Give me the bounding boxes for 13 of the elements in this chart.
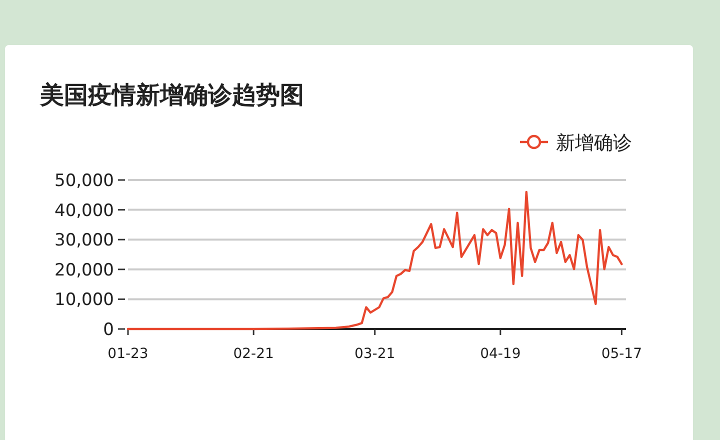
legend-label: 新增确诊 [556, 132, 632, 154]
y-tick-label: 20,000 [54, 260, 114, 280]
y-tick-label: 50,000 [54, 171, 114, 191]
x-tick-label: 04-19 [480, 346, 521, 362]
y-tick-label: 10,000 [54, 290, 114, 310]
y-tick-label: 0 [103, 320, 114, 340]
x-tick-label: 05-17 [601, 346, 642, 362]
y-tick-label: 30,000 [54, 230, 114, 251]
x-tick-label: 01-23 [108, 346, 148, 362]
y-tick-label: 40,000 [54, 200, 114, 221]
x-tick-label: 02-21 [233, 346, 274, 362]
x-tick-label: 03-21 [354, 346, 396, 362]
chart-title: 美国疫情新增确诊趋势图 [39, 81, 304, 109]
